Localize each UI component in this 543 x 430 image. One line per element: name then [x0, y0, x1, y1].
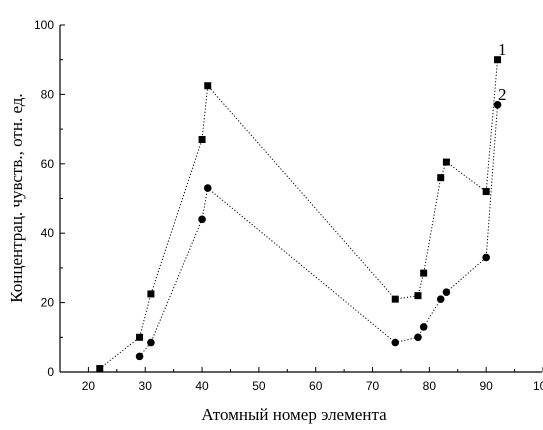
series-1-point	[494, 56, 502, 64]
series-2-label: 2	[498, 85, 507, 104]
series-1-point	[147, 290, 155, 298]
y-tick-label: 100	[34, 18, 54, 32]
series-2-point	[391, 338, 400, 347]
y-tick-label: 20	[41, 296, 55, 310]
series-1-point	[414, 292, 422, 300]
y-tick-label: 40	[41, 226, 55, 240]
series-1-point	[442, 158, 450, 166]
x-tick-label: 100	[533, 379, 543, 393]
series-markers	[96, 56, 502, 373]
series-2-line	[139, 104, 499, 357]
series-2-point	[414, 333, 422, 342]
series-2-point	[442, 288, 451, 296]
x-tick-label: 60	[309, 379, 323, 393]
series-1-point	[136, 333, 144, 341]
x-tick-label: 50	[252, 379, 266, 393]
series-2-point	[147, 338, 155, 347]
x-tick-label: 40	[195, 379, 209, 393]
series-1-point	[204, 82, 212, 90]
series-1-point	[198, 136, 206, 144]
series-lines	[99, 59, 499, 369]
labels: Атомный номер элемента Концентрац. чувст…	[7, 40, 507, 424]
series-2-point	[419, 323, 428, 331]
series-2-point	[436, 295, 445, 303]
y-tick-label: 60	[41, 157, 55, 171]
y-axis-label: Концентрац. чувств., отн. ед.	[7, 93, 26, 302]
series-1-point	[391, 295, 399, 303]
x-tick-label: 90	[479, 379, 493, 393]
x-axis-label: Атомный номер элемента	[201, 405, 387, 424]
series-2-point	[198, 215, 206, 224]
y-tick-label: 0	[47, 365, 54, 379]
series-1-line	[99, 59, 499, 369]
x-tick-label: 30	[139, 379, 153, 393]
x-tick-label: 80	[423, 379, 437, 393]
series-1-point	[420, 269, 428, 277]
y-tick-label: 80	[41, 87, 55, 101]
series-1-point	[96, 365, 104, 373]
series-1-point	[482, 188, 490, 196]
x-tick-label: 70	[366, 379, 380, 393]
series-2-point	[135, 352, 144, 361]
series-1-label: 1	[498, 40, 507, 59]
series-2-point	[203, 184, 212, 192]
series-2-point	[493, 101, 502, 109]
x-tick-label: 20	[82, 379, 96, 393]
series-2-point	[482, 253, 490, 262]
axes: 20 30 40 50 60 70 80 90 100 0 20 40 60 80 100	[34, 18, 543, 393]
series-1-point	[437, 174, 445, 182]
